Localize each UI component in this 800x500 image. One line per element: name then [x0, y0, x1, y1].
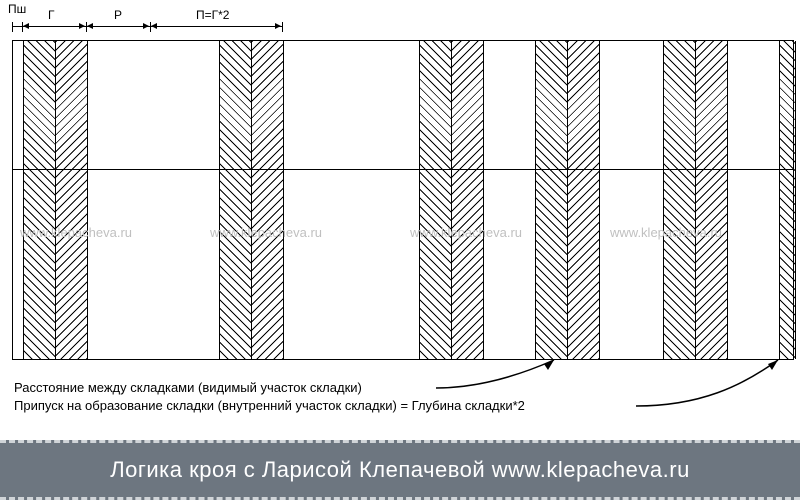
footer-text: Логика кроя с Ларисой Клепачевой www.kle…	[110, 457, 690, 483]
caption-arrows	[0, 0, 800, 500]
footer-band: Логика кроя с Ларисой Клепачевой www.kle…	[0, 440, 800, 500]
caption-arrow-icon	[436, 360, 554, 388]
caption-arrowhead-icon	[768, 360, 778, 370]
caption-arrow-icon	[636, 360, 778, 406]
